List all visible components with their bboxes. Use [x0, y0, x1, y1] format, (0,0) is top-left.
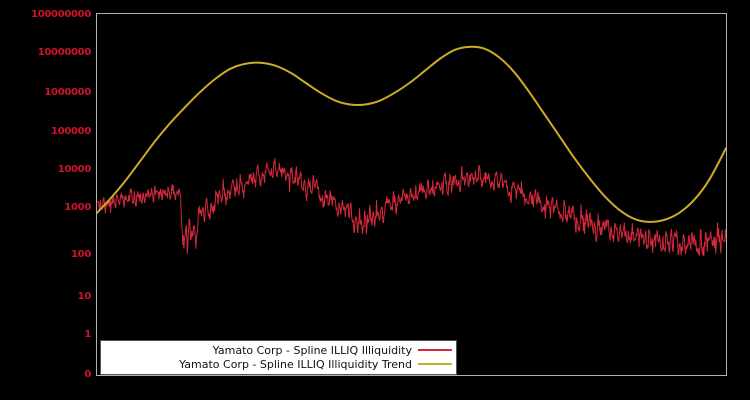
- series-line-illiquidity: [97, 158, 726, 256]
- legend-swatch-trend: [418, 363, 452, 365]
- legend-entry-trend[interactable]: Yamato Corp - Spline ILLIQ Illiquidity T…: [105, 357, 452, 371]
- series-canvas: [97, 14, 726, 375]
- y-axis-tick-label: 100000000: [31, 9, 91, 20]
- y-axis-tick-label: 10000: [57, 164, 92, 175]
- legend-label-trend: Yamato Corp - Spline ILLIQ Illiquidity T…: [179, 357, 412, 371]
- legend-swatch-illiquidity: [418, 349, 452, 351]
- y-axis-tick-label: 10000000: [37, 47, 92, 58]
- y-axis-tick-label: 1000000: [44, 87, 91, 98]
- y-axis-tick-label: 100000: [51, 126, 91, 137]
- y-axis-tick-label: 1000: [64, 202, 91, 213]
- legend-label-illiquidity: Yamato Corp - Spline ILLIQ Illiquidity: [212, 343, 412, 357]
- chart-legend[interactable]: Yamato Corp - Spline ILLIQ Illiquidity Y…: [100, 340, 457, 375]
- y-axis-tick-label: 0: [84, 369, 91, 380]
- y-axis-tick-labels: 100000000 10000000 1000000 100000 10000 1000 1…: [0, 0, 91, 400]
- y-axis-tick-label: 100: [71, 249, 91, 260]
- series-line-trend: [97, 47, 726, 222]
- y-axis-tick-label: 10: [77, 291, 92, 302]
- y-axis-tick-label: 1: [84, 329, 91, 340]
- legend-entry-illiquidity[interactable]: Yamato Corp - Spline ILLIQ Illiquidity: [105, 343, 452, 357]
- plot-area: [96, 13, 727, 376]
